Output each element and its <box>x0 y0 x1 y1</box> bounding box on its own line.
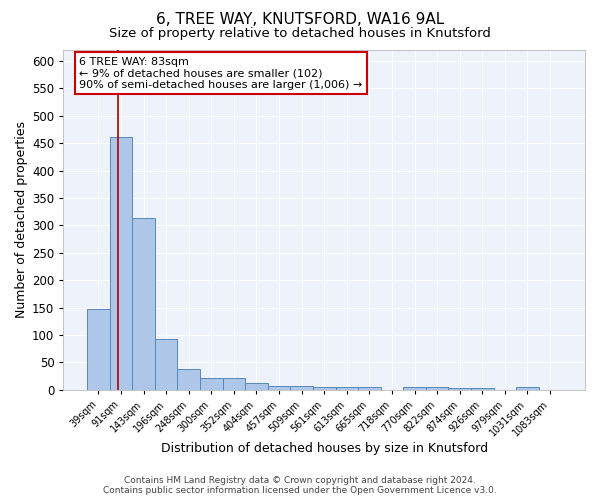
Bar <box>516 387 539 390</box>
Text: Size of property relative to detached houses in Knutsford: Size of property relative to detached ho… <box>109 28 491 40</box>
Bar <box>335 387 358 390</box>
X-axis label: Distribution of detached houses by size in Knutsford: Distribution of detached houses by size … <box>161 442 488 455</box>
Bar <box>471 388 494 390</box>
Bar <box>110 136 133 390</box>
Bar <box>290 386 313 390</box>
Bar <box>223 378 245 390</box>
Text: 6, TREE WAY, KNUTSFORD, WA16 9AL: 6, TREE WAY, KNUTSFORD, WA16 9AL <box>156 12 444 28</box>
Bar <box>403 387 426 390</box>
Bar <box>245 382 268 390</box>
Bar <box>200 378 223 390</box>
Bar <box>87 308 110 390</box>
Bar <box>155 339 178 390</box>
Text: 6 TREE WAY: 83sqm
← 9% of detached houses are smaller (102)
90% of semi-detached: 6 TREE WAY: 83sqm ← 9% of detached house… <box>79 57 362 90</box>
Bar <box>448 388 471 390</box>
Bar <box>426 387 448 390</box>
Bar <box>133 218 155 390</box>
Text: Contains HM Land Registry data © Crown copyright and database right 2024.
Contai: Contains HM Land Registry data © Crown c… <box>103 476 497 495</box>
Bar <box>178 370 200 390</box>
Y-axis label: Number of detached properties: Number of detached properties <box>15 122 28 318</box>
Bar <box>268 386 290 390</box>
Bar <box>313 387 335 390</box>
Bar <box>358 387 380 390</box>
